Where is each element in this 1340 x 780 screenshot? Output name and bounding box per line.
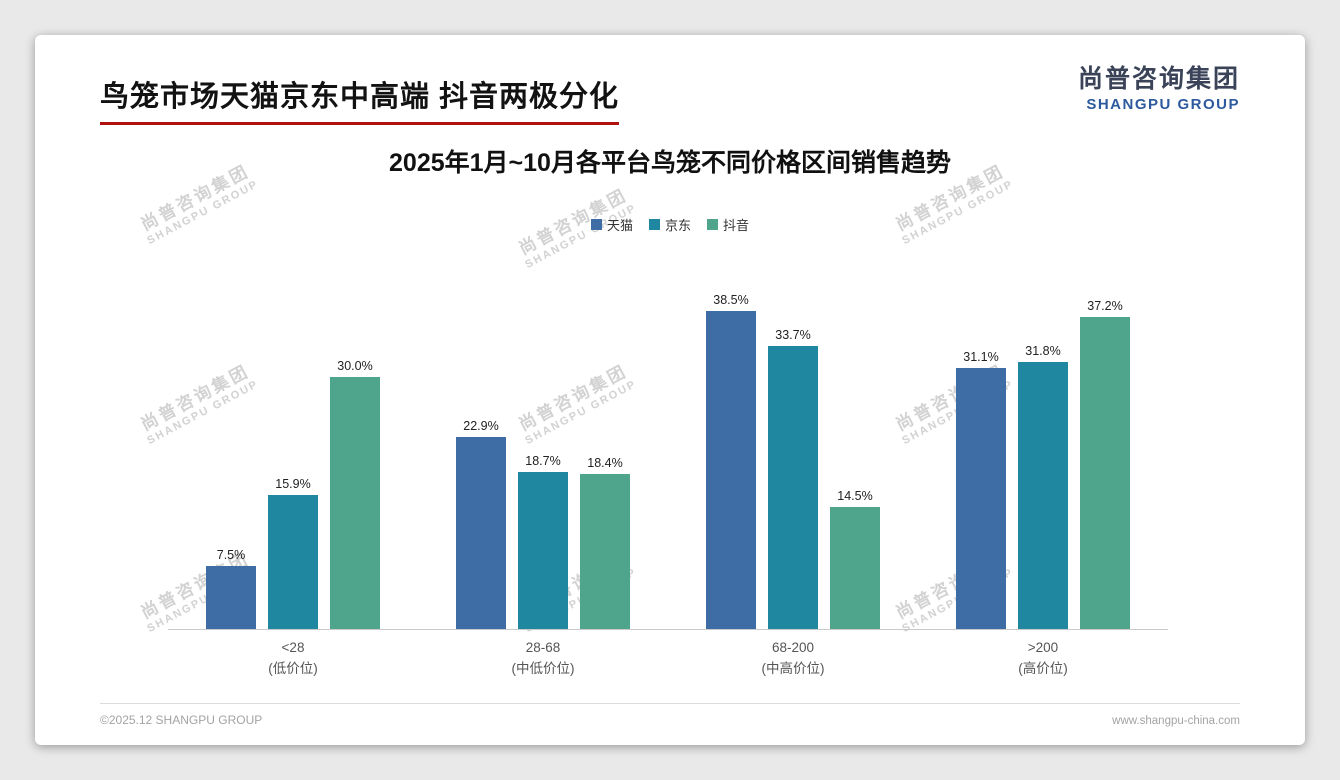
footer-url: www.shangpu-china.com [1112, 715, 1240, 727]
x-category-label: >200 (高价位) [918, 638, 1168, 680]
bar-wrap: 7.5% [206, 293, 256, 629]
bar-天猫 [456, 436, 506, 629]
x-category-range: 28-68 [525, 640, 561, 655]
bar-天猫 [706, 311, 756, 629]
footer-copyright: ©2025.12 SHANGPU GROUP [100, 713, 263, 727]
legend-label: 抖音 [723, 218, 750, 233]
bar-wrap: 15.9% [268, 293, 318, 629]
footer-divider [100, 703, 1240, 704]
x-category-tier: (中高价位) [761, 660, 825, 676]
x-category-tier: (中低价位) [511, 660, 575, 676]
bar-value-label: 15.9% [275, 477, 311, 492]
slide-card: 尚普咨询集团 SHANGPU GROUP 尚普咨询集团 SHANGPU GROUP 尚普… [35, 35, 1305, 745]
bar-group-2: 38.5% 33.7% 14.5% [668, 293, 918, 629]
logo-cn-text: 尚普咨询集团 [1077, 65, 1240, 93]
bar-value-label: 31.1% [963, 349, 999, 364]
x-category-range: <28 [281, 640, 305, 655]
chart-legend: 天猫 京东 抖音 [35, 215, 1305, 234]
page-title: 鸟笼市场天猫京东中高端 抖音两极分化 [100, 73, 620, 125]
bar-value-label: 14.5% [837, 489, 873, 504]
bar-京东 [268, 495, 318, 629]
bar-group-3: 31.1% 31.8% 37.2% [918, 293, 1168, 629]
x-category-tier: (高价位) [1018, 660, 1068, 676]
x-category-range: >200 [1027, 640, 1059, 655]
x-category-tier: (低价位) [268, 660, 318, 676]
bar-chart-plot: 7.5% 15.9% 30.0% 22.9% 18.7% 18.4% 38.5% 33.7% 1… [168, 293, 1168, 630]
bar-value-label: 33.7% [775, 327, 811, 342]
bar-抖音 [580, 474, 630, 629]
x-category-label: 68-200 (中高价位) [668, 638, 918, 680]
x-axis-labels: <28 (低价位) 28-68 (中低价位) 68-200 (中高价位) >200 (高价位) [168, 638, 1168, 680]
bar-wrap: 22.9% [456, 293, 506, 629]
bar-天猫 [206, 566, 256, 629]
bar-抖音 [1080, 316, 1130, 629]
bar-group-0: 7.5% 15.9% 30.0% [168, 293, 418, 629]
company-logo: 尚普咨询集团 SHANGPU GROUP [1078, 59, 1240, 113]
legend-swatch [707, 219, 718, 230]
x-category-range: 68-200 [771, 640, 815, 655]
bar-group-1: 22.9% 18.7% 18.4% [418, 293, 668, 629]
bar-抖音 [330, 377, 380, 629]
bar-wrap: 18.7% [518, 293, 568, 629]
bar-京东 [1018, 361, 1068, 629]
bar-value-label: 22.9% [463, 418, 499, 433]
bar-wrap: 38.5% [706, 293, 756, 629]
legend-item: 抖音 [707, 215, 749, 234]
bar-wrap: 33.7% [768, 293, 818, 629]
bar-value-label: 38.5% [713, 293, 749, 307]
bar-wrap: 37.2% [1080, 293, 1130, 629]
bar-wrap: 18.4% [580, 293, 630, 629]
logo-en-text: SHANGPU GROUP [1086, 96, 1240, 113]
bar-wrap: 30.0% [330, 293, 380, 629]
legend-swatch [648, 219, 660, 230]
chart-title: 2025年1月~10月各平台鸟笼不同价格区间销售趋势 [389, 149, 951, 177]
legend-swatch [590, 219, 602, 230]
bar-value-label: 18.7% [525, 453, 561, 468]
x-category-label: 28-68 (中低价位) [418, 638, 668, 680]
slide-content: 鸟笼市场天猫京东中高端 抖音两极分化 尚普咨询集团 SHANGPU GROUP … [35, 35, 1305, 745]
bar-京东 [518, 471, 568, 629]
bar-wrap: 14.5% [830, 293, 880, 629]
bar-value-label: 18.4% [587, 456, 623, 471]
x-category-label: <28 (低价位) [168, 638, 418, 680]
bar-京东 [768, 345, 818, 629]
legend-item: 天猫 [590, 215, 633, 234]
bar-wrap: 31.8% [1018, 293, 1068, 629]
legend-label: 天猫 [606, 218, 633, 233]
bar-value-label: 7.5% [216, 548, 246, 562]
bar-抖音 [830, 507, 880, 629]
bar-value-label: 30.0% [337, 359, 373, 373]
bar-wrap: 31.1% [956, 293, 1006, 629]
bar-value-label: 37.2% [1087, 298, 1123, 313]
bar-天猫 [956, 367, 1006, 629]
bar-value-label: 31.8% [1025, 343, 1061, 358]
legend-label: 京东 [664, 218, 691, 233]
legend-item: 京东 [648, 215, 691, 234]
